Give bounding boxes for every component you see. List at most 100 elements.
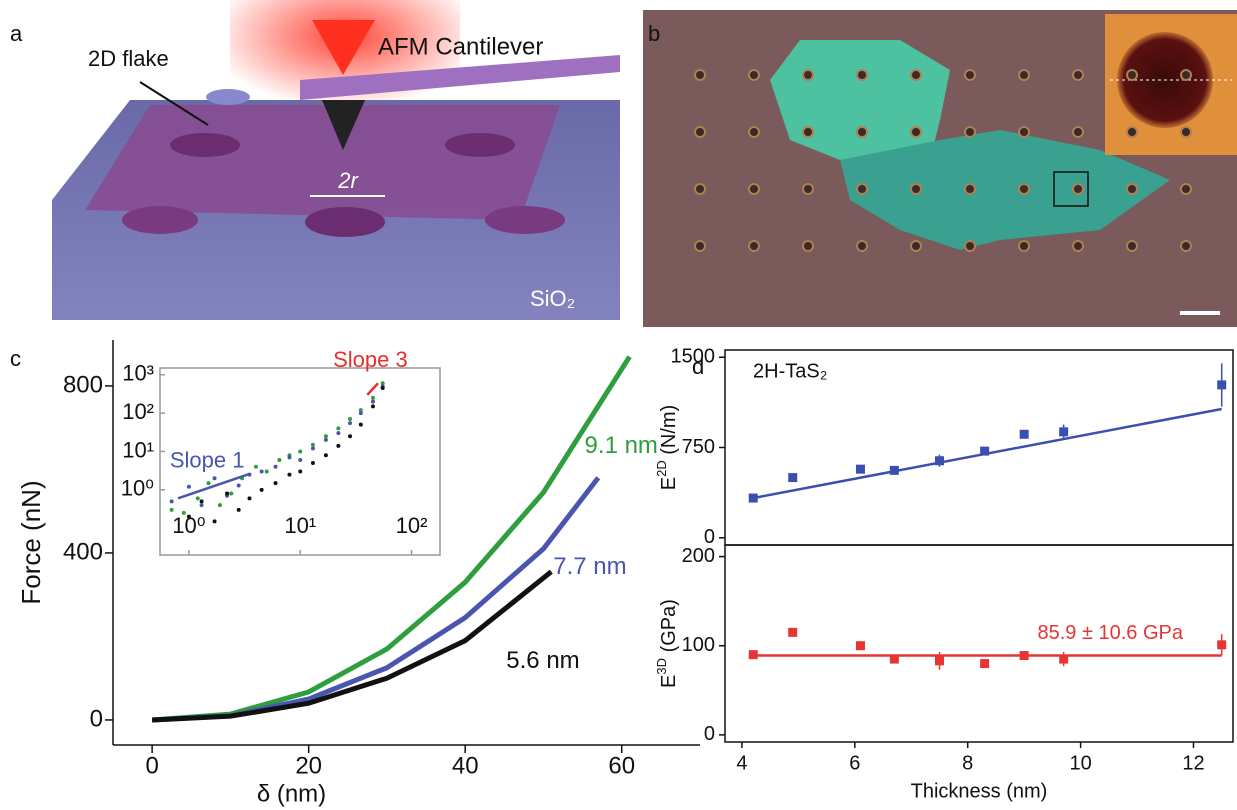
data-point — [298, 470, 302, 474]
data-point — [359, 423, 363, 427]
well — [1019, 241, 1029, 251]
y-axis-label: E3D (GPa) — [654, 599, 680, 688]
y-axis-label-part: 2D — [654, 460, 669, 477]
y-axis-label-part: (GPa) — [658, 599, 680, 658]
data-point — [298, 449, 302, 453]
y-axis-label-part: 3D — [654, 658, 669, 675]
annotation: SiO₂ — [530, 286, 575, 311]
data-point — [1020, 430, 1029, 439]
data-point — [287, 473, 291, 477]
y-tick-label: 100 — [682, 634, 715, 656]
data-point — [187, 485, 191, 489]
well — [965, 70, 975, 80]
x-tick-label: 20 — [295, 752, 322, 779]
well — [857, 241, 867, 251]
well — [749, 241, 759, 251]
data-point — [980, 659, 989, 668]
data-point — [277, 458, 281, 462]
well — [965, 241, 975, 251]
y-tick-label: 800 — [63, 371, 103, 398]
well — [965, 184, 975, 194]
well — [749, 127, 759, 137]
data-point — [200, 499, 204, 503]
data-point — [1217, 380, 1226, 389]
well — [749, 70, 759, 80]
data-point — [213, 476, 217, 480]
annotation: 2D flake — [88, 46, 169, 71]
well — [749, 184, 759, 194]
well — [1073, 70, 1083, 80]
well — [1127, 70, 1137, 80]
y-tick-label: 10⁰ — [121, 476, 154, 501]
data-point — [1059, 427, 1068, 436]
annotation: AFM Cantilever — [378, 33, 543, 60]
data-point — [311, 446, 315, 450]
data-point — [247, 496, 251, 500]
data-point — [856, 641, 865, 650]
x-tick-label: 0 — [145, 752, 158, 779]
well — [695, 184, 705, 194]
x-tick-label: 40 — [452, 752, 479, 779]
data-point — [260, 488, 264, 492]
y-tick-label: 10¹ — [122, 437, 154, 462]
y-axis-label-part: E — [658, 477, 680, 490]
data-point — [788, 628, 797, 637]
data-point — [348, 417, 352, 421]
data-point — [371, 404, 375, 408]
well — [1073, 127, 1083, 137]
annotation: 2r — [337, 168, 359, 193]
data-point — [324, 438, 328, 442]
data-point — [336, 444, 340, 448]
x-axis-label: Thickness (nm) — [911, 780, 1048, 802]
well — [1127, 241, 1137, 251]
well — [911, 184, 921, 194]
data-point — [182, 511, 186, 515]
x-tick-label: 60 — [608, 752, 635, 779]
well — [965, 127, 975, 137]
data-point — [218, 503, 222, 507]
well — [911, 70, 921, 80]
data-point — [856, 465, 865, 474]
data-point — [311, 461, 315, 465]
x-tick-label: 10¹ — [284, 513, 316, 538]
y-tick-label: 10² — [122, 399, 154, 424]
well — [1019, 184, 1029, 194]
y-tick-label: 200 — [682, 545, 715, 567]
data-point — [381, 386, 385, 390]
well — [857, 184, 867, 194]
well — [857, 127, 867, 137]
annotation: 85.9 ± 10.6 GPa — [1037, 622, 1183, 644]
panel-label: c — [10, 346, 21, 371]
well — [1073, 184, 1083, 194]
data-point — [336, 426, 340, 430]
data-point — [229, 492, 233, 496]
figure: a 2D flake AFM Cantilever 2r SiO₂ b c d … — [0, 0, 1237, 810]
y-axis-label: Force (nN) — [16, 480, 46, 604]
series-label: 7.7 nm — [553, 553, 626, 580]
x-tick-label: 12 — [1182, 752, 1204, 774]
data-point — [324, 434, 328, 438]
x-tick-label: 4 — [736, 752, 747, 774]
well — [1181, 127, 1191, 137]
data-point — [196, 496, 200, 500]
well — [803, 184, 813, 194]
well — [695, 241, 705, 251]
well — [1181, 70, 1191, 80]
data-point — [336, 431, 340, 435]
well — [803, 70, 813, 80]
data-point — [371, 400, 375, 404]
series-line — [367, 383, 378, 395]
y-tick-label: 0 — [90, 705, 103, 732]
series-line — [753, 409, 1221, 498]
well — [911, 241, 921, 251]
data-point — [371, 396, 375, 400]
y-tick-label: 400 — [63, 538, 103, 565]
panel-label: a — [10, 21, 23, 46]
data-point — [324, 453, 328, 457]
data-point — [788, 473, 797, 482]
data-point — [187, 515, 191, 519]
well — [1073, 241, 1083, 251]
data-point — [1217, 640, 1226, 649]
well — [1181, 241, 1191, 251]
data-point — [237, 483, 241, 487]
